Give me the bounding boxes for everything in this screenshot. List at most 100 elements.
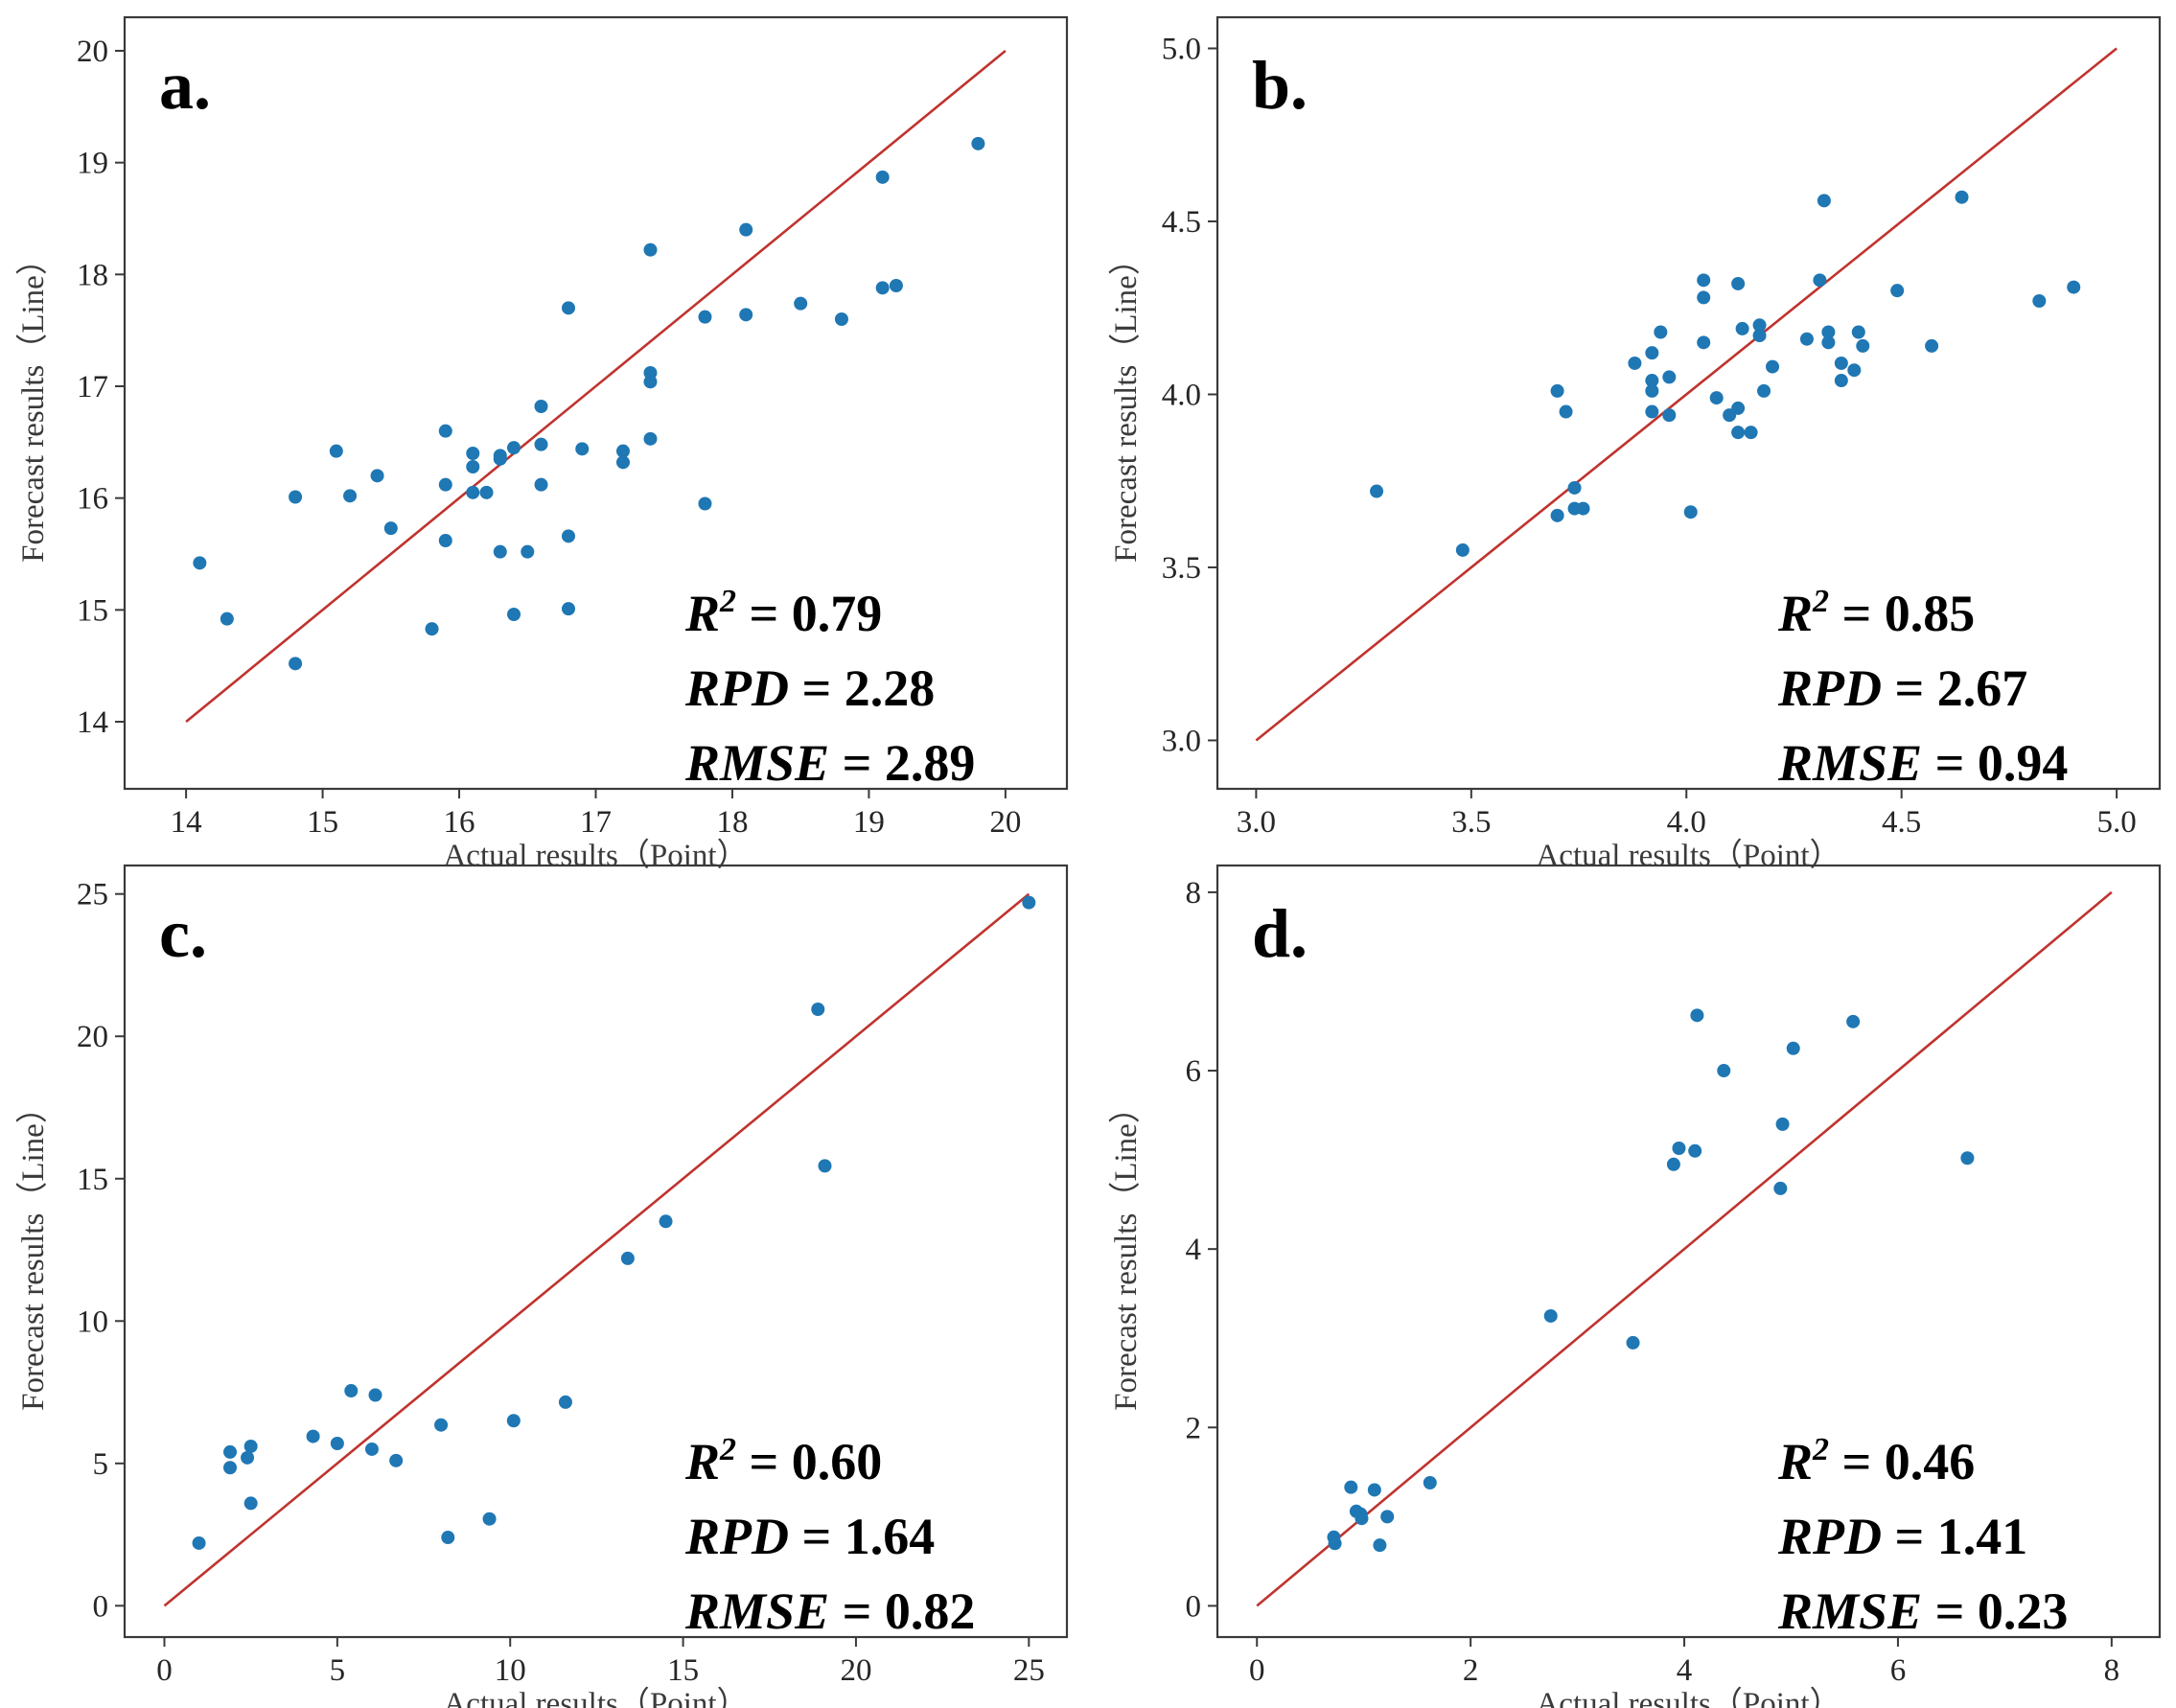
data-point xyxy=(1925,338,1939,353)
data-point xyxy=(562,301,576,315)
x-tick-label: 0 xyxy=(1249,1653,1265,1688)
data-point xyxy=(289,490,303,504)
stat-value: = 1.41 xyxy=(1882,1508,2027,1565)
x-tick-label: 4.0 xyxy=(1667,805,1706,840)
y-tick-label: 8 xyxy=(1186,876,1202,911)
y-axis-label: Forecast results（Line） xyxy=(1109,1092,1144,1411)
data-point xyxy=(1735,321,1749,335)
stat-r: R2 = 0.79 xyxy=(684,584,882,642)
x-tick-label: 20 xyxy=(989,805,1021,840)
stat-value: = 0.94 xyxy=(1922,734,2068,792)
y-axis-label: Forecast results（Line） xyxy=(16,243,51,563)
data-point xyxy=(1856,338,1870,353)
plot-frame xyxy=(1215,864,2162,1639)
panel-label: b. xyxy=(1252,47,1308,124)
data-point xyxy=(330,1437,344,1451)
data-point xyxy=(1688,1143,1702,1158)
data-point xyxy=(1731,426,1746,440)
data-point xyxy=(875,170,890,184)
data-point xyxy=(329,444,343,458)
stat-superscript: 2 xyxy=(1812,1432,1829,1467)
data-point xyxy=(1799,332,1814,346)
data-point xyxy=(344,1384,359,1398)
data-point xyxy=(1645,346,1659,360)
stat-rpd: RPD = 1.64 xyxy=(684,1508,935,1565)
data-point xyxy=(1645,404,1659,419)
stat-rmse: RMSE = 0.23 xyxy=(1777,1582,2068,1640)
stat-rpd: RPD = 2.67 xyxy=(1777,659,2027,717)
y-tick-label: 15 xyxy=(77,1163,108,1197)
x-tick-label: 15 xyxy=(667,1653,699,1688)
data-point xyxy=(438,534,452,547)
data-point xyxy=(1022,895,1036,910)
data-point xyxy=(1328,1536,1342,1551)
stat-name: R xyxy=(1777,1433,1813,1490)
data-point xyxy=(1344,1480,1358,1494)
stat-superscript: 2 xyxy=(1812,584,1829,619)
data-point xyxy=(739,308,753,322)
stat-value: = 0.85 xyxy=(1829,585,1975,642)
stat-value: = 0.60 xyxy=(736,1433,882,1490)
data-point xyxy=(192,1535,206,1550)
x-tick-label: 2 xyxy=(1463,1653,1479,1688)
data-point xyxy=(493,451,507,466)
data-point xyxy=(383,521,398,536)
y-tick-label: 2 xyxy=(1186,1411,1202,1445)
stat-value: = 0.23 xyxy=(1922,1582,2068,1640)
data-point xyxy=(1709,391,1724,405)
data-point xyxy=(1851,325,1865,339)
data-point xyxy=(1821,325,1836,339)
stat-name: RMSE xyxy=(684,1582,829,1640)
data-point xyxy=(643,242,658,257)
x-axis-label: Actual results（Point） xyxy=(443,1687,748,1708)
stat-value: = 2.67 xyxy=(1882,659,2027,717)
data-point xyxy=(438,477,452,492)
data-point xyxy=(811,1003,825,1017)
data-point xyxy=(1817,194,1831,208)
data-point xyxy=(1367,1483,1381,1497)
panel-b: 3.0 3.5 4.0 4.5 5.0 3.0 3.5 4.0 4.5 5.0 Actual res… xyxy=(1109,15,2162,873)
data-point xyxy=(343,489,358,503)
x-tick-label: 0 xyxy=(156,1653,173,1688)
x-tick-label: 5.0 xyxy=(2096,805,2136,840)
panel-d: 0 2 4 6 8 0 2 4 6 8 Actual results（Point） Forecast … xyxy=(1109,864,2162,1708)
data-point xyxy=(1690,1008,1704,1023)
stat-r: R2 = 0.85 xyxy=(1777,584,1975,642)
data-point xyxy=(521,544,535,559)
data-point xyxy=(1423,1476,1437,1489)
stat-superscript: 2 xyxy=(719,584,736,619)
y-tick-label: 3.5 xyxy=(1162,551,1201,586)
panel-a: 14 15 16 17 18 19 20 14 15 16 17 18 19 20 Actual resul… xyxy=(16,15,1069,873)
data-point xyxy=(466,447,480,460)
stat-value: = 1.64 xyxy=(789,1508,935,1565)
data-point xyxy=(389,1453,404,1467)
y-tick-label: 4.5 xyxy=(1162,205,1201,240)
x-tick-label: 3.5 xyxy=(1451,805,1491,840)
data-point xyxy=(223,1444,238,1459)
y-tick-label: 4.0 xyxy=(1162,378,1201,412)
y-tick-label: 20 xyxy=(77,1020,108,1054)
data-point xyxy=(1354,1512,1369,1526)
x-tick-label: 4.5 xyxy=(1882,805,1921,840)
data-point xyxy=(1567,480,1582,495)
data-point xyxy=(1813,273,1827,288)
stat-name: R xyxy=(1777,585,1813,642)
data-point xyxy=(368,1388,382,1402)
x-tick-label: 19 xyxy=(853,805,885,840)
data-point xyxy=(643,431,658,446)
stat-value: = 0.46 xyxy=(1829,1433,1975,1490)
y-tick-label: 16 xyxy=(77,482,108,517)
y-tick-label: 19 xyxy=(77,147,108,181)
stat-rmse: RMSE = 0.94 xyxy=(1777,734,2068,792)
y-tick-label: 4 xyxy=(1186,1233,1202,1267)
y-tick-label: 20 xyxy=(77,35,108,69)
data-point xyxy=(1786,1041,1800,1055)
data-point xyxy=(818,1159,832,1173)
x-tick-label: 4 xyxy=(1677,1653,1693,1688)
x-tick-label: 18 xyxy=(716,805,748,840)
stat-name: RPD xyxy=(684,659,789,717)
data-point xyxy=(479,485,494,499)
stat-r: R2 = 0.46 xyxy=(1777,1432,1975,1490)
data-point xyxy=(1576,501,1590,516)
data-point xyxy=(1775,1117,1790,1131)
